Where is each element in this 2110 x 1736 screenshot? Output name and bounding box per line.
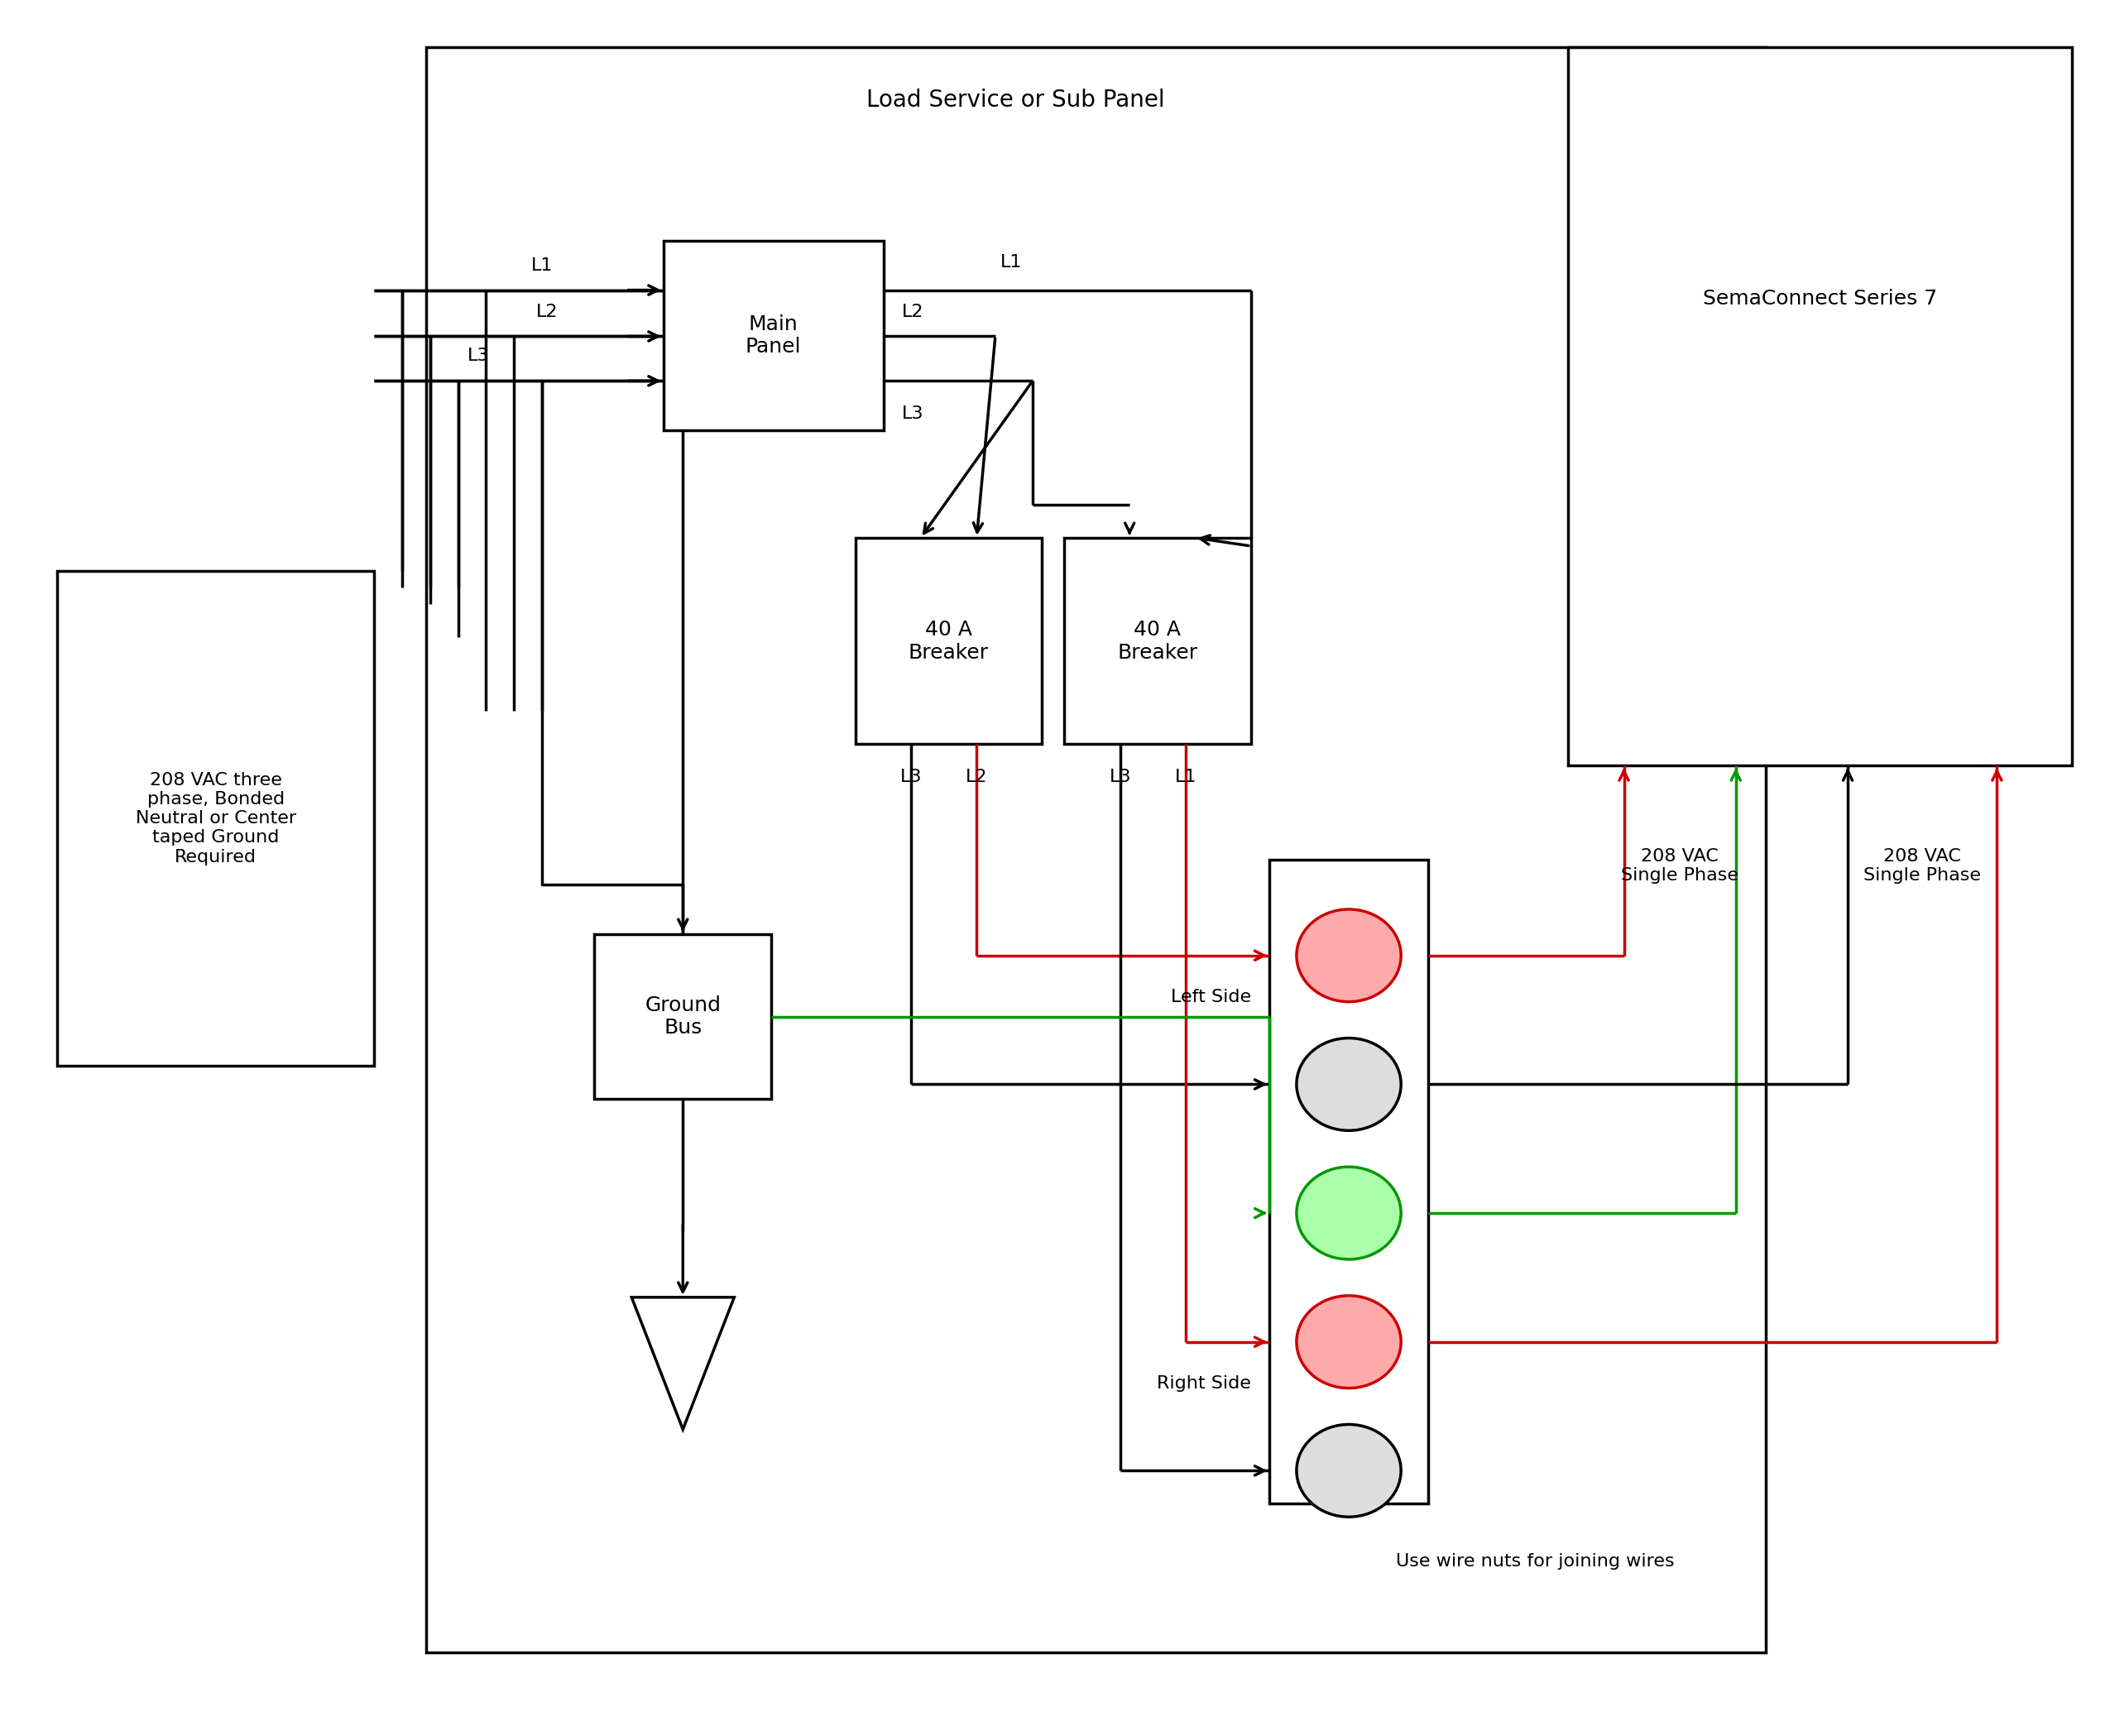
Text: L2: L2: [966, 769, 987, 785]
Text: Load Service or Sub Panel: Load Service or Sub Panel: [867, 89, 1165, 111]
Text: L3: L3: [468, 347, 490, 365]
Text: L3: L3: [901, 769, 922, 785]
Text: L3: L3: [1110, 769, 1131, 785]
Text: Left Side: Left Side: [1171, 988, 1251, 1005]
Bar: [57, 571, 373, 1066]
Text: 40 A
Breaker: 40 A Breaker: [909, 620, 990, 663]
Text: 208 VAC
Single Phase: 208 VAC Single Phase: [1863, 849, 1981, 884]
Circle shape: [1296, 1167, 1401, 1259]
Circle shape: [1296, 1295, 1401, 1389]
Bar: [1270, 859, 1428, 1503]
Text: 208 VAC
Single Phase: 208 VAC Single Phase: [1620, 849, 1739, 884]
Bar: [1063, 538, 1251, 745]
Text: 40 A
Breaker: 40 A Breaker: [1118, 620, 1198, 663]
Text: L3: L3: [903, 406, 924, 422]
Bar: [595, 934, 772, 1099]
Text: SemaConnect Series 7: SemaConnect Series 7: [1703, 288, 1937, 309]
Bar: [426, 47, 1766, 1653]
Text: L2: L2: [536, 304, 557, 319]
Text: L1: L1: [1000, 253, 1021, 271]
Text: L1: L1: [532, 257, 553, 274]
Text: L2: L2: [903, 304, 924, 319]
Bar: [1568, 47, 2072, 766]
Bar: [855, 538, 1042, 745]
Circle shape: [1296, 1038, 1401, 1130]
Circle shape: [1296, 1425, 1401, 1517]
Text: Main
Panel: Main Panel: [745, 314, 802, 358]
Bar: [663, 241, 884, 431]
Text: Use wire nuts for joining wires: Use wire nuts for joining wires: [1397, 1554, 1675, 1569]
Circle shape: [1296, 910, 1401, 1002]
Text: L1: L1: [1175, 769, 1196, 785]
Text: 208 VAC three
phase, Bonded
Neutral or Center
taped Ground
Required: 208 VAC three phase, Bonded Neutral or C…: [135, 773, 295, 865]
Text: Ground
Bus: Ground Bus: [646, 995, 722, 1038]
Text: Right Side: Right Side: [1156, 1375, 1251, 1392]
